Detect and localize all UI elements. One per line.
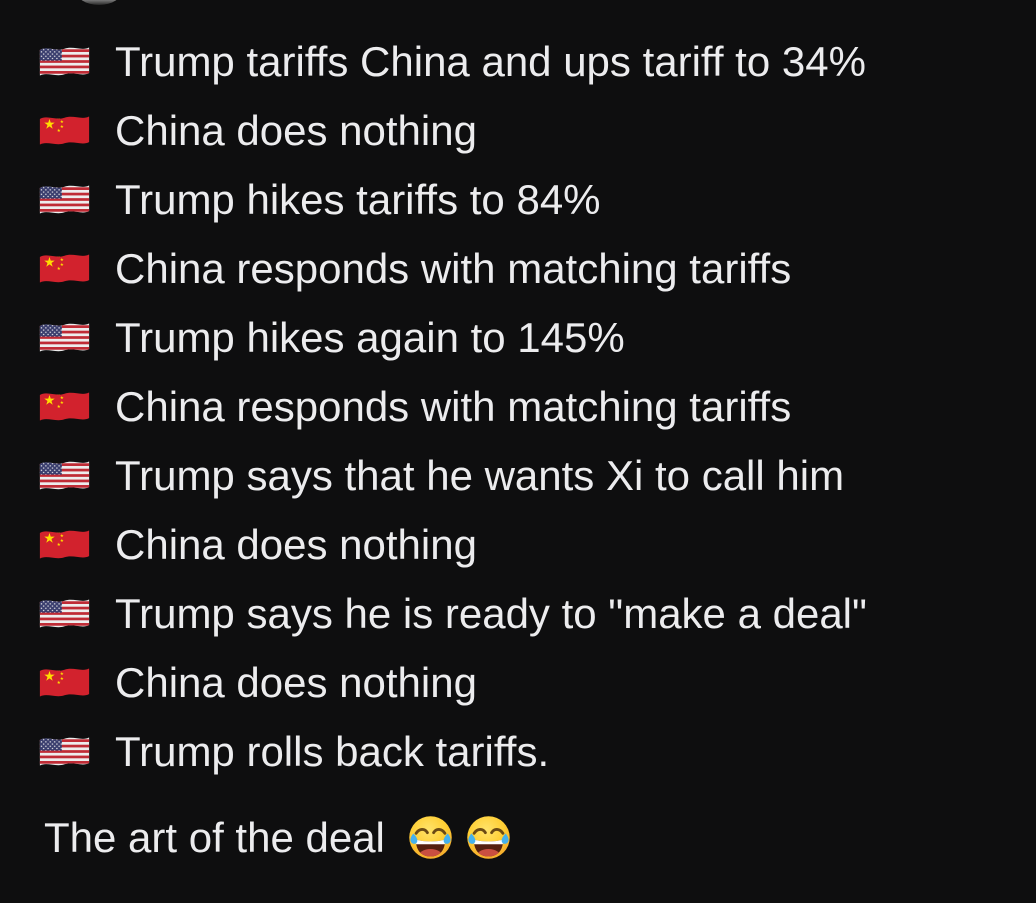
timeline-row: China does nothing (0, 648, 1036, 717)
timeline-row-text: Trump rolls back tariffs. (115, 727, 550, 775)
caption-text: The art of the deal (44, 813, 385, 861)
timeline-row: Trump hikes again to 145% (0, 303, 1036, 372)
timeline-row-text: Trump hikes tariffs to 84% (115, 175, 601, 223)
us-flag-icon (38, 319, 91, 356)
us-flag-icon (38, 457, 91, 494)
timeline-row-text: China does nothing (115, 520, 477, 568)
timeline-row: Trump tariffs China and ups tariff to 34… (0, 27, 1036, 96)
timeline-row-text: Trump says that he wants Xi to call him (115, 451, 845, 499)
china-flag-icon (38, 388, 91, 425)
timeline-row-text: Trump says he is ready to "make a deal" (115, 589, 867, 637)
us-flag-icon (38, 181, 91, 218)
tariff-timeline-list: Trump tariffs China and ups tariff to 34… (0, 27, 1036, 786)
timeline-row-text: China responds with matching tariffs (115, 382, 792, 430)
timeline-row-text: Trump tariffs China and ups tariff to 34… (115, 37, 866, 85)
timeline-row-text: Trump hikes again to 145% (115, 313, 625, 361)
timeline-row-text: China responds with matching tariffs (115, 244, 792, 292)
china-flag-icon (38, 664, 91, 701)
timeline-row: China responds with matching tariffs (0, 372, 1036, 441)
timeline-row: China does nothing (0, 96, 1036, 165)
china-flag-icon (38, 112, 91, 149)
timeline-row: Trump rolls back tariffs. (0, 717, 1036, 786)
china-flag-icon (38, 250, 91, 287)
us-flag-icon (38, 733, 91, 770)
china-flag-icon (38, 526, 91, 563)
caption-line: The art of the deal (0, 815, 511, 860)
timeline-row: Trump says he is ready to "make a deal" (0, 579, 1036, 648)
timeline-row: China does nothing (0, 510, 1036, 579)
face-with-tears-of-joy-emoji (408, 815, 453, 860)
timeline-row-text: China does nothing (115, 106, 477, 154)
timeline-row: China responds with matching tariffs (0, 234, 1036, 303)
timeline-row: Trump hikes tariffs to 84% (0, 165, 1036, 234)
us-flag-icon (38, 43, 91, 80)
us-flag-icon (38, 595, 91, 632)
timeline-row-text: China does nothing (115, 658, 477, 706)
cutoff-emoji-fragment (75, 0, 123, 5)
caption-emojis (408, 815, 511, 860)
face-with-tears-of-joy-emoji (466, 815, 511, 860)
timeline-row: Trump says that he wants Xi to call him (0, 441, 1036, 510)
